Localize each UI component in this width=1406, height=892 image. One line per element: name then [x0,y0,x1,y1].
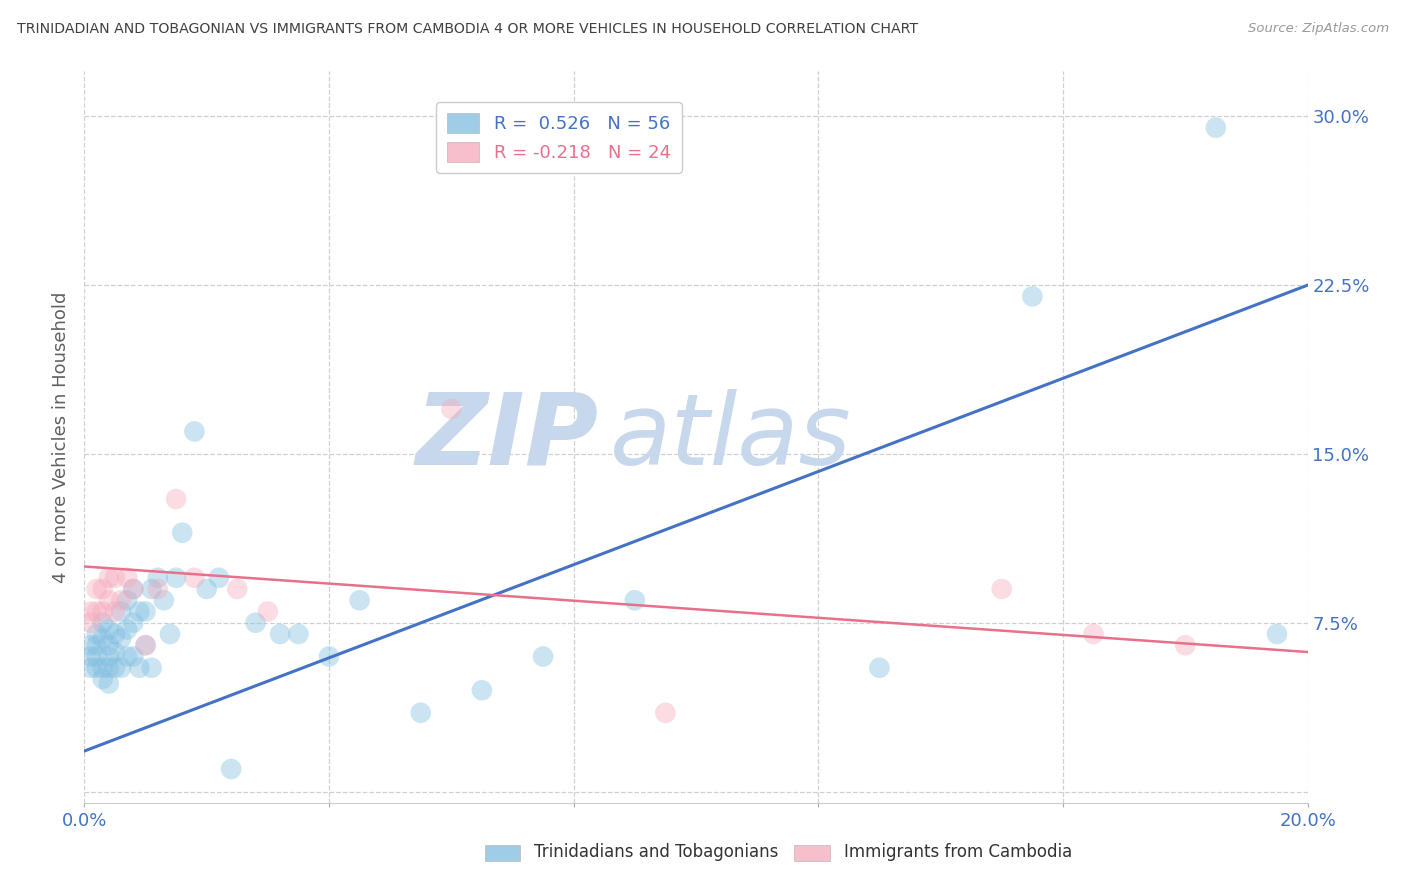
Point [110,593,132,607]
Point [1265,627,1288,641]
Point [86,638,108,652]
Point [79,638,101,652]
Point [91,672,114,686]
Point [141,661,163,675]
Point [91,632,114,646]
Point [146,582,169,596]
Point [135,605,157,619]
Point [79,605,101,619]
Point [159,627,181,641]
Point [146,571,169,585]
Point [104,571,127,585]
Point [115,571,138,585]
Point [86,582,108,596]
Point [195,582,218,596]
Text: ZIP: ZIP [415,389,598,485]
Point [97,571,120,585]
Point [86,605,108,619]
Point [245,615,267,630]
Point [208,571,231,585]
Point [79,661,101,675]
Point [165,571,187,585]
Point [219,762,242,776]
Point [104,605,127,619]
Point [122,582,145,596]
Point [128,605,150,619]
Point [91,615,114,630]
Text: TRINIDADIAN AND TOBAGONIAN VS IMMIGRANTS FROM CAMBODIA 4 OR MORE VEHICLES IN HOU: TRINIDADIAN AND TOBAGONIAN VS IMMIGRANTS… [17,22,918,37]
Point [97,623,120,637]
Point [122,649,145,664]
Point [115,593,138,607]
Y-axis label: 4 or more Vehicles in Household: 4 or more Vehicles in Household [52,292,70,582]
Point [172,525,194,540]
Point [97,661,120,675]
Point [104,645,127,659]
Point [318,649,340,664]
FancyBboxPatch shape [485,845,520,861]
Text: Trinidadians and Tobagonians: Trinidadians and Tobagonians [534,843,779,861]
Point [349,593,371,607]
Point [91,582,114,596]
Point [110,605,132,619]
FancyBboxPatch shape [794,845,830,861]
Point [128,661,150,675]
Point [183,425,205,439]
Point [257,605,280,619]
Point [471,683,494,698]
Point [440,401,463,416]
Point [153,593,176,607]
Point [115,623,138,637]
Point [135,638,157,652]
Point [122,615,145,630]
Point [135,638,157,652]
Point [1205,120,1227,135]
Point [79,615,101,630]
Point [869,661,891,675]
Text: atlas: atlas [610,389,852,485]
Point [97,676,120,690]
Point [86,627,108,641]
Point [287,627,309,641]
Point [165,491,187,506]
Point [269,627,291,641]
Point [86,661,108,675]
Point [141,582,163,596]
Point [97,638,120,652]
Point [531,649,554,664]
Point [226,582,249,596]
Legend: R =  0.526   N = 56, R = -0.218   N = 24: R = 0.526 N = 56, R = -0.218 N = 24 [436,103,682,173]
Point [624,593,647,607]
Point [91,605,114,619]
Text: Source: ZipAtlas.com: Source: ZipAtlas.com [1249,22,1389,36]
Point [97,593,120,607]
Point [110,632,132,646]
Point [110,661,132,675]
Point [1083,627,1105,641]
Point [104,661,127,675]
Point [79,649,101,664]
Point [122,582,145,596]
Point [97,649,120,664]
Text: Immigrants from Cambodia: Immigrants from Cambodia [844,843,1071,861]
Point [91,661,114,675]
Point [1174,638,1197,652]
Point [1021,289,1043,303]
Point [86,649,108,664]
Point [991,582,1014,596]
Point [654,706,676,720]
Point [115,649,138,664]
Point [409,706,432,720]
Point [183,571,205,585]
Point [104,627,127,641]
